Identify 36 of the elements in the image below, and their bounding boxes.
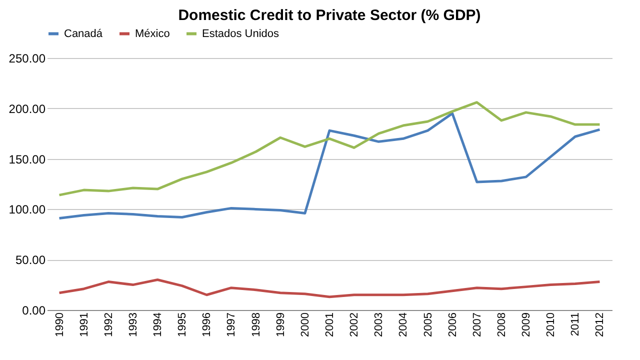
chart-title: Domestic Credit to Private Sector (% GDP) bbox=[178, 7, 481, 24]
line-series bbox=[58, 278, 601, 298]
line-series bbox=[58, 112, 601, 220]
x-tick-label: 1993 bbox=[127, 312, 140, 337]
legend-label: Estados Unidos bbox=[202, 28, 280, 40]
y-tick-label: 150.00 bbox=[8, 152, 46, 166]
x-tick-label: 2010 bbox=[545, 312, 558, 337]
y-tick-label: 100.00 bbox=[8, 202, 46, 217]
y-tick-label: 250.00 bbox=[8, 52, 46, 66]
x-tick-label: 1994 bbox=[152, 312, 164, 337]
x-tick-label: 2003 bbox=[373, 312, 386, 337]
x-tick-label: 1996 bbox=[201, 312, 214, 337]
legend-label: México bbox=[135, 28, 170, 40]
x-tick-label: 1998 bbox=[250, 312, 262, 337]
x-tick-label: 1999 bbox=[274, 312, 287, 337]
legend-label: Canadá bbox=[64, 28, 104, 40]
x-tick-label: 1991 bbox=[78, 312, 90, 337]
x-tick-label: 1995 bbox=[176, 312, 189, 337]
y-tick-label: 200.00 bbox=[8, 102, 46, 116]
x-tick-label: 2011 bbox=[570, 312, 582, 336]
x-tick-label: 2004 bbox=[398, 312, 410, 337]
y-tick-label: 0.00 bbox=[22, 304, 46, 318]
y-tick-label: 50.00 bbox=[15, 253, 46, 268]
x-tick-label: 2005 bbox=[422, 312, 434, 337]
x-tick-label: 2008 bbox=[496, 312, 508, 337]
x-tick-label: 2002 bbox=[348, 312, 361, 337]
x-tick-label: 2006 bbox=[446, 312, 459, 337]
x-tick-label: 2001 bbox=[324, 312, 336, 337]
line-series bbox=[58, 101, 601, 196]
x-tick-label: 2012 bbox=[594, 312, 606, 337]
x-tick-label: 1997 bbox=[226, 312, 238, 337]
x-tick-label: 2000 bbox=[299, 312, 312, 337]
x-tick-label: 1990 bbox=[54, 312, 66, 337]
x-tick-label: 1992 bbox=[102, 312, 115, 337]
x-tick-label: 2007 bbox=[471, 312, 484, 337]
x-tick-label: 2009 bbox=[520, 312, 533, 337]
